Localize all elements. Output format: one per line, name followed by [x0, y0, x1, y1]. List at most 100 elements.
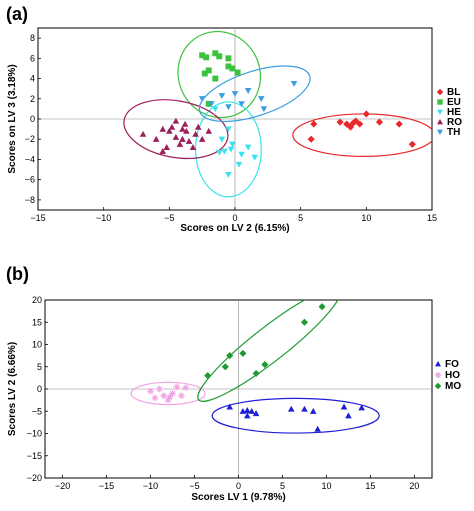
point-fo [226, 403, 234, 410]
x-tick-label: −20 [55, 481, 70, 491]
point-ro [166, 127, 173, 134]
point-eu [229, 65, 236, 72]
point-ho [182, 384, 190, 391]
point-eu [216, 53, 223, 60]
point-ho [156, 385, 163, 393]
y-tick-label: −6 [25, 175, 35, 185]
point-ro [176, 140, 184, 147]
point-ro [139, 130, 147, 137]
x-tick-label: 0 [232, 213, 237, 223]
point-ro [181, 120, 189, 127]
point-mo [221, 363, 229, 371]
ellipse-he [195, 101, 262, 198]
point-ho [160, 392, 168, 399]
x-tick-label: 10 [361, 213, 371, 223]
x-tick-label: 5 [280, 481, 285, 491]
point-th [290, 80, 298, 87]
legend-label-he: HE [447, 107, 461, 118]
legend-label-eu: EU [447, 97, 461, 108]
x-tick-label: 15 [427, 213, 437, 223]
point-eu [212, 75, 219, 82]
point-mo [261, 360, 269, 369]
point-th [218, 93, 226, 100]
x-tick-label: 15 [365, 481, 375, 491]
point-th [260, 106, 268, 113]
point-he [212, 106, 219, 113]
ellipse-bl [292, 113, 432, 158]
point-bl [375, 118, 384, 126]
y-tick-label: 0 [37, 384, 42, 394]
point-ho [164, 396, 172, 404]
point-ro [194, 123, 202, 130]
point-th [257, 96, 265, 103]
point-ro [183, 127, 190, 134]
point-ho [173, 383, 181, 391]
point-he [218, 136, 226, 143]
ellipse-ro [123, 99, 229, 160]
y-tick-label: −2 [25, 134, 35, 144]
point-bl [336, 118, 344, 126]
point-bl [349, 119, 357, 127]
point-he [221, 148, 228, 155]
y-tick-label: −4 [25, 154, 35, 164]
x-tick-label: −15 [30, 213, 45, 223]
chart-panel-1: (a) −15 −10 −5 0 5 10 15 −8 −6 −4 −2 0 2 4 6 8 Scores on … [6, 4, 462, 234]
point-bl [395, 120, 403, 128]
series-he [212, 106, 258, 178]
legend-marker-eu [437, 99, 443, 105]
y-tick-label: −15 [27, 451, 42, 461]
point-ro [179, 135, 186, 142]
legend-marker-ro [437, 119, 443, 125]
point-mo [239, 349, 247, 358]
legend-marker-th [437, 129, 443, 135]
panel-label: (a) [6, 4, 28, 24]
point-fo [287, 405, 295, 412]
y-axis-label: Scores LV 2 (6.66%) [7, 342, 18, 436]
point-ro [159, 148, 167, 154]
point-he [225, 126, 232, 133]
y-tick-label: 0 [30, 114, 35, 124]
legend-label-bl: BL [447, 87, 460, 98]
point-bl [342, 120, 351, 128]
point-ho [166, 393, 174, 401]
point-ro [159, 125, 167, 132]
point-he [244, 144, 252, 151]
point-fo [345, 412, 352, 419]
point-mo [226, 351, 234, 360]
ellipse-fo [211, 397, 380, 434]
point-he [235, 161, 243, 168]
point-th [244, 88, 252, 94]
point-ro [172, 117, 180, 124]
point-fo [314, 425, 321, 432]
legend-label-mo: MO [445, 381, 461, 392]
x-tick-label: 0 [236, 481, 241, 491]
point-th [208, 101, 215, 108]
point-eu [205, 67, 212, 74]
point-fo [243, 407, 251, 413]
point-mo [252, 369, 260, 378]
panel-label: (b) [6, 264, 29, 284]
series-ro [139, 117, 213, 154]
point-fo [309, 407, 317, 414]
point-he [238, 151, 245, 158]
legend-label-fo: FO [445, 359, 459, 370]
point-bl [408, 140, 416, 148]
series-fo [226, 403, 365, 432]
x-tick-label: 20 [409, 481, 419, 491]
y-tick-label: 8 [30, 33, 35, 43]
series-bl [307, 110, 416, 148]
point-eu [225, 55, 232, 62]
point-ro [185, 137, 193, 144]
x-axis-label: Scores LV 1 (9.78%) [191, 492, 285, 503]
point-mo [300, 318, 309, 326]
point-he [227, 146, 235, 153]
x-tick-label: −15 [99, 481, 114, 491]
point-th [231, 91, 239, 98]
point-bl [362, 110, 370, 118]
point-mo [204, 371, 212, 380]
point-he [215, 149, 223, 156]
point-eu [201, 70, 208, 77]
point-fo [340, 403, 348, 410]
